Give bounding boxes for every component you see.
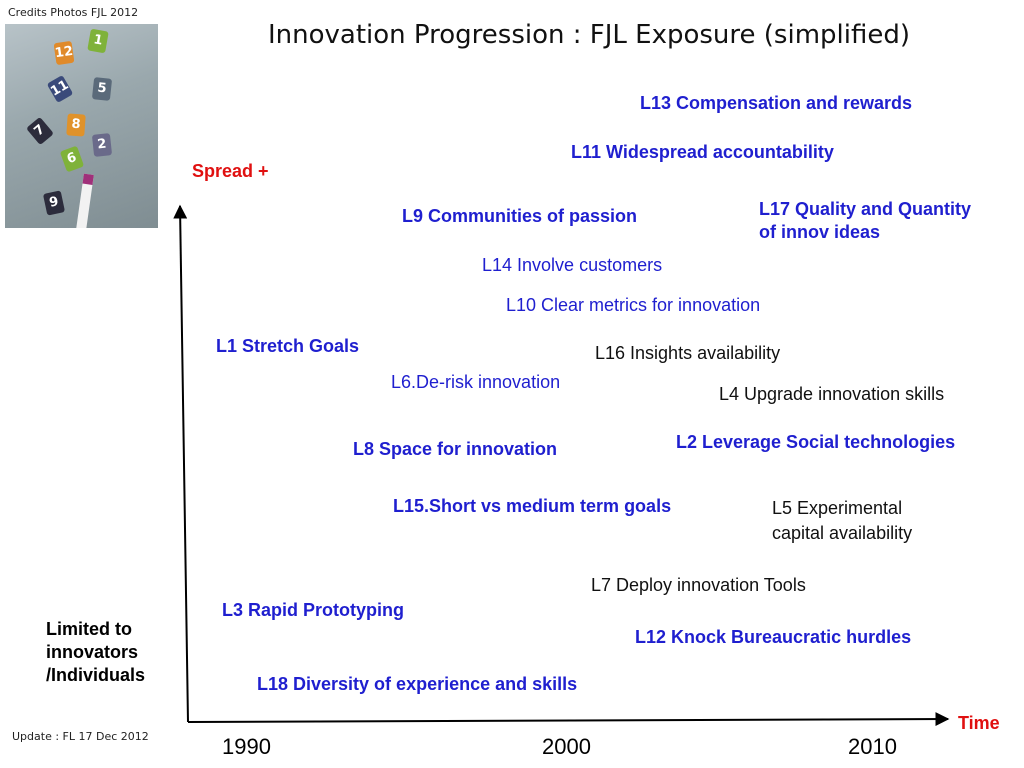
lever-l3: L3 Rapid Prototyping — [222, 600, 404, 620]
page-title: Innovation Progression : FJL Exposure (s… — [268, 20, 910, 50]
y-axis — [173, 204, 189, 723]
numbers-photo: 12 1 11 5 8 2 7 6 9 — [5, 24, 158, 228]
lever-l13: L13 Compensation and rewards — [640, 93, 913, 113]
x-axis-label: Time — [958, 713, 1000, 733]
lever-l12: L12 Knock Bureaucratic hurdles — [635, 627, 912, 647]
lever-l16: L16 Insights availability — [595, 343, 781, 363]
x-tick-2010: 2010 — [848, 734, 897, 759]
y-axis-bottom-label-line: innovators — [46, 642, 139, 662]
lever-l17-line: L17 Quality and Quantity — [759, 199, 972, 219]
lever-l11: L11 Widespread accountability — [571, 142, 834, 162]
y-axis-bottom-label-line: /Individuals — [46, 665, 146, 685]
update-text: Update : FL 17 Dec 2012 — [12, 730, 149, 743]
lever-l14: L14 Involve customers — [482, 255, 663, 275]
lever-l6: L6.De-risk innovation — [391, 372, 561, 392]
lever-l15: L15.Short vs medium term goals — [393, 496, 672, 516]
y-axis-bottom-label: Limited to innovators /Individuals — [46, 618, 145, 687]
x-axis — [187, 712, 950, 727]
lever-l9: L9 Communities of passion — [402, 206, 638, 226]
lever-l1: L1 Stretch Goals — [216, 336, 360, 356]
lever-l5-line: capital availability — [772, 523, 913, 543]
lever-l8: L8 Space for innovation — [353, 439, 558, 459]
lever-l10: L10 Clear metrics for innovation — [506, 295, 761, 315]
lever-l17: L17 Quality and Quantity of innov ideas — [759, 198, 971, 244]
lever-l7: L7 Deploy innovation Tools — [591, 575, 806, 595]
lever-l2: L2 Leverage Social technologies — [676, 432, 956, 452]
credits-text: Credits Photos FJL 2012 — [8, 6, 139, 19]
lever-l5: L5 Experimental capital availability — [772, 496, 912, 546]
lever-l17-line: of innov ideas — [759, 222, 881, 242]
x-tick-1990: 1990 — [222, 734, 271, 759]
lever-l18: L18 Diversity of experience and skills — [257, 674, 578, 694]
y-axis-bottom-label-line: Limited to — [46, 619, 132, 639]
x-tick-2000: 2000 — [542, 734, 591, 759]
lever-l4: L4 Upgrade innovation skills — [719, 384, 945, 404]
y-axis-top-label: Spread + — [192, 161, 269, 181]
lever-l5-line: L5 Experimental — [772, 498, 903, 518]
